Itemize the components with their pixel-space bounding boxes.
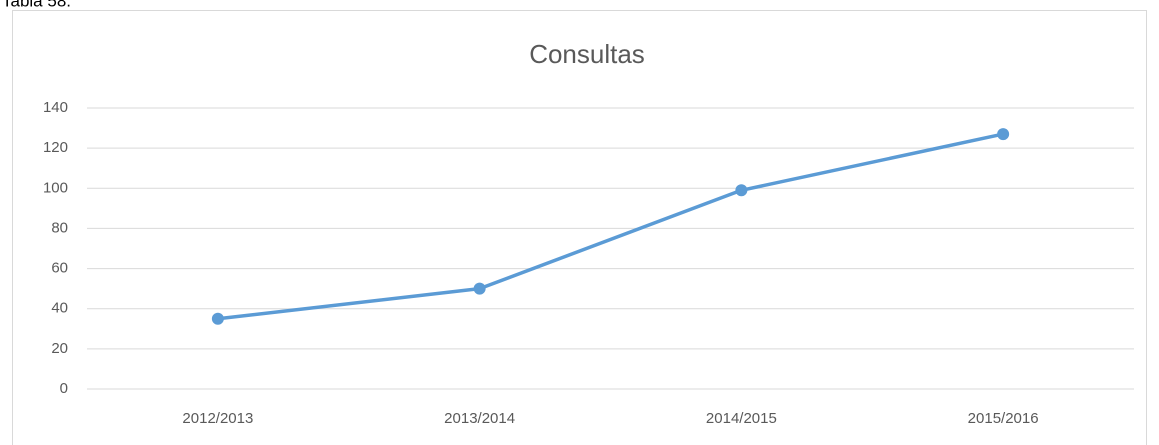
chart-frame xyxy=(12,10,1147,445)
data-point xyxy=(211,312,224,325)
y-tick-label: 0 xyxy=(60,380,68,397)
data-line xyxy=(217,132,1004,321)
chart-title: Consultas xyxy=(529,39,645,69)
y-tick-label: 140 xyxy=(43,99,68,116)
data-point xyxy=(473,282,486,295)
x-tick-label: 2013/2014 xyxy=(444,410,515,427)
x-tick-label: 2014/2015 xyxy=(706,410,777,427)
x-tick-label: 2012/2013 xyxy=(182,410,253,427)
y-tick-label: 60 xyxy=(51,260,68,277)
y-tick-label: 80 xyxy=(51,219,68,236)
x-tick-label: 2015/2016 xyxy=(968,410,1039,427)
data-point xyxy=(735,184,748,197)
data-point xyxy=(997,128,1010,141)
y-tick-label: 120 xyxy=(43,139,68,156)
caption: Tabla 58. xyxy=(2,0,71,10)
y-tick-label: 40 xyxy=(51,300,68,317)
y-tick-label: 100 xyxy=(43,179,68,196)
y-tick-label: 20 xyxy=(51,340,68,357)
